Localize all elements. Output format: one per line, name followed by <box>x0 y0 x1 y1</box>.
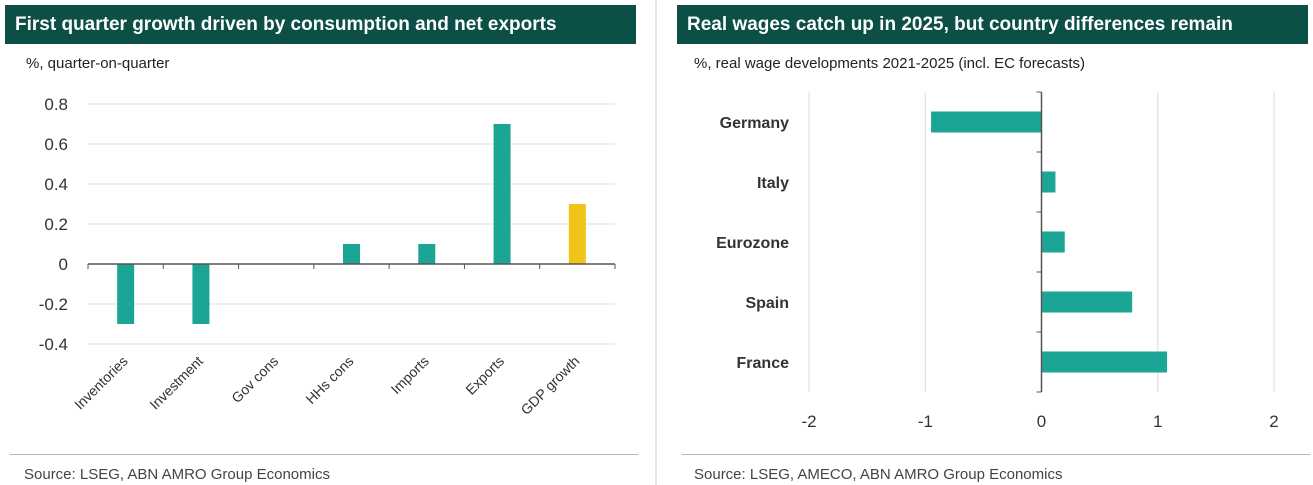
bar <box>1041 231 1065 253</box>
left-source-divider <box>10 454 638 455</box>
right-chart-subtitle: %, real wage developments 2021-2025 (inc… <box>694 55 1086 72</box>
bar <box>117 264 135 324</box>
right-chart-panel: -2 -1 0 1 2 Germany Italy Eurozone Spain France R… <box>672 0 1313 485</box>
bar <box>192 264 210 324</box>
category-label: Spain <box>745 295 789 312</box>
x-tick-label: 2 <box>1269 412 1278 431</box>
bar <box>568 204 586 264</box>
left-chart-title: First quarter growth driven by consumpti… <box>5 5 636 44</box>
wages-bar-chart: -2 -1 0 1 2 Germany Italy Eurozone Spain France <box>716 91 1279 431</box>
bar <box>931 111 1042 133</box>
x-tick-label: -1 <box>918 412 933 431</box>
category-label: Italy <box>757 175 789 192</box>
y-tick-label: -0.4 <box>39 335 68 354</box>
right-chart-title: Real wages catch up in 2025, but country… <box>677 5 1308 44</box>
bar <box>493 124 511 264</box>
x-tick-label: 1 <box>1153 412 1162 431</box>
y-tick-label: 0.2 <box>44 215 68 234</box>
y-tick-label: 0.4 <box>44 175 68 194</box>
bar <box>1041 171 1056 193</box>
x-tick-label: 0 <box>1037 412 1046 431</box>
category-label: Germany <box>720 115 789 132</box>
bar <box>418 244 436 264</box>
y-tick-label: 0 <box>59 255 68 274</box>
right-source-divider <box>682 454 1310 455</box>
y-tick-label: -0.2 <box>39 295 68 314</box>
right-chart-source: Source: LSEG, AMECO, ABN AMRO Group Econ… <box>694 466 1063 483</box>
x-tick-label: Gov cons <box>228 353 281 406</box>
bar <box>1041 351 1168 373</box>
x-tick-label: Investment <box>146 353 206 413</box>
x-tick-label: Inventories <box>71 353 131 413</box>
panel-divider <box>655 0 657 485</box>
y-tick-label: 0.8 <box>44 95 68 114</box>
y-tick-label: 0.6 <box>44 135 68 154</box>
left-chart-panel: 0.8 0.6 0.4 0.2 0 -0.2 -0.4 Inventories Investme… <box>0 0 641 485</box>
x-tick-label: -2 <box>801 412 816 431</box>
x-tick-label: Imports <box>388 353 432 397</box>
x-tick-label: Exports <box>462 353 507 398</box>
category-label: Eurozone <box>716 235 789 252</box>
category-label: France <box>737 355 790 372</box>
left-chart-subtitle: %, quarter-on-quarter <box>26 55 170 72</box>
left-chart-source: Source: LSEG, ABN AMRO Group Economics <box>24 466 330 483</box>
bar <box>1041 291 1133 313</box>
bar <box>343 244 360 264</box>
x-tick-label: HHs cons <box>302 353 356 407</box>
x-tick-label: GDP growth <box>517 353 582 418</box>
